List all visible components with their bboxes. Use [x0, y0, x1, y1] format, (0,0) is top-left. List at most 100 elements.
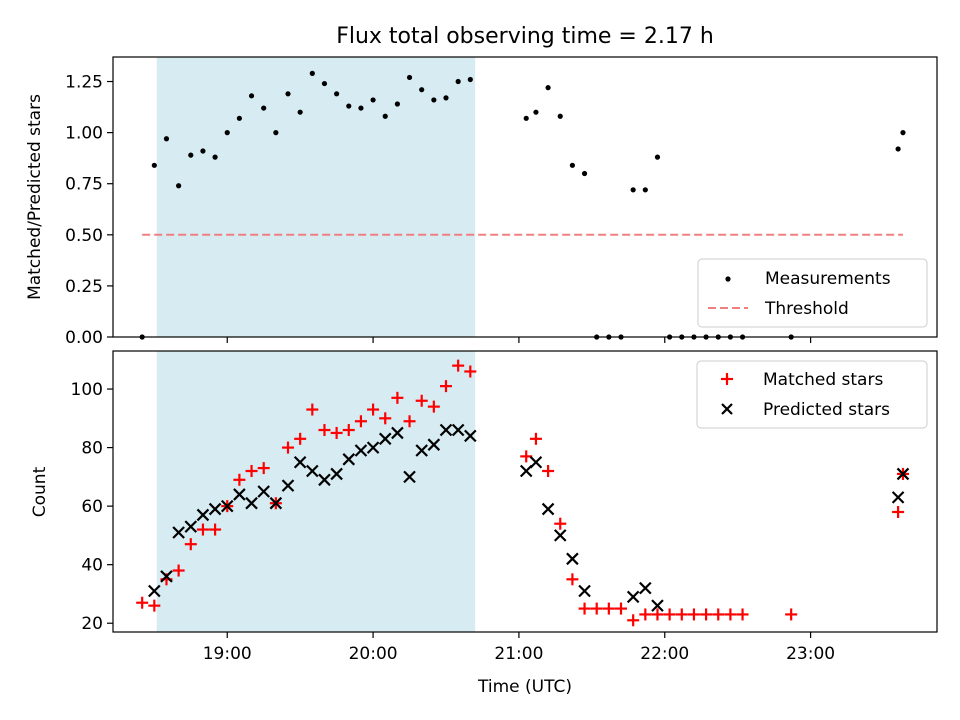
matched-star-point — [687, 608, 700, 621]
measurement-point — [285, 91, 291, 97]
predicted-star-point — [184, 520, 198, 533]
matched-star-point — [245, 465, 258, 478]
predicted-star-point — [519, 464, 533, 478]
matched-star-point — [415, 394, 428, 407]
legend-marker-matched — [721, 373, 733, 385]
matched-star-point — [306, 403, 319, 416]
measurement-point — [188, 152, 194, 158]
observing-window-shade-bottom — [156, 351, 476, 632]
measurement-point — [467, 76, 473, 83]
measurement-point — [654, 154, 661, 160]
y-tick-label: 0.50 — [65, 226, 103, 246]
predicted-star-point — [160, 570, 173, 583]
bottom-legend: Matched stars Predicted stars — [696, 360, 928, 429]
matched-star-point — [184, 538, 197, 551]
predicted-star-point — [626, 590, 640, 604]
predicted-star-point — [366, 441, 380, 454]
x-tick-label: 19:00 — [203, 644, 252, 664]
predicted-star-point — [378, 432, 392, 446]
matched-star-point — [578, 602, 591, 615]
bottom-x-ticks: 19:00 20:00 21:00 22:00 23:00 — [203, 632, 835, 664]
predicted-star-point — [651, 599, 664, 612]
y-tick-label: 1.25 — [65, 73, 103, 93]
matched-star-point — [257, 462, 270, 475]
y-tick-label: 1.00 — [65, 124, 103, 144]
measurement-point — [895, 146, 901, 152]
legend-box — [697, 258, 928, 328]
legend-label-predicted: Predicted stars — [763, 400, 890, 420]
measurement-point — [224, 130, 230, 136]
measurement-point — [557, 113, 563, 119]
predicted-star-point — [330, 467, 343, 481]
measurement-points — [139, 70, 906, 340]
chart-title: Flux total observing time = 2.17 h — [336, 24, 714, 49]
top-legend: Measurements Threshold — [697, 258, 928, 328]
x-tick-label: 21:00 — [494, 644, 543, 664]
predicted-star-point — [208, 502, 222, 516]
measurement-point — [419, 87, 425, 93]
legend-label-measurements: Measurements — [765, 269, 891, 289]
matched-star-point — [663, 608, 676, 621]
matched-star-point — [379, 412, 392, 425]
predicted-star-point — [306, 464, 319, 478]
measurement-point — [523, 115, 529, 121]
measurement-point — [176, 183, 182, 189]
legend-marker-predicted — [721, 403, 733, 415]
y-tick-label: 40 — [81, 556, 103, 576]
measurement-point — [358, 105, 364, 111]
measurement-point — [370, 97, 376, 103]
measurement-point — [200, 148, 206, 154]
measurement-point — [642, 187, 648, 193]
matched-star-point — [196, 523, 209, 536]
matched-star-point — [318, 424, 331, 437]
top-y-ticks: 0.00 0.25 0.50 0.75 1.00 1.25 — [65, 73, 113, 348]
predicted-star-point — [281, 479, 295, 492]
measurement-point — [346, 103, 352, 109]
predicted-star-point — [403, 470, 416, 484]
matched-star-point — [554, 517, 567, 530]
measurement-point — [212, 154, 218, 160]
measurement-point — [163, 136, 170, 142]
measurement-point — [334, 91, 340, 97]
matched-star-point — [354, 415, 367, 428]
top-panel: 0.00 0.25 0.50 0.75 1.00 1.25 Matched/Predict… — [25, 56, 938, 348]
predicted-star-point — [342, 453, 356, 466]
measurement-point — [297, 109, 303, 115]
predicted-star-point — [464, 429, 477, 443]
y-tick-label: 0.25 — [65, 277, 103, 297]
x-axis-label: Time (UTC) — [477, 677, 572, 697]
y-tick-label: 60 — [81, 497, 103, 517]
measurement-point — [533, 109, 539, 115]
matched-star-point — [440, 380, 453, 393]
x-tick-label: 22:00 — [640, 644, 689, 664]
matched-star-point — [785, 608, 798, 621]
matched-star-point — [700, 608, 713, 621]
matched-star-point — [627, 614, 640, 627]
predicted-star-point — [451, 423, 465, 437]
matched-star-point — [294, 432, 307, 445]
y-tick-label: 20 — [81, 614, 103, 634]
measurement-point — [261, 105, 267, 111]
y-tick-label: 0.75 — [65, 175, 103, 195]
measurement-point — [630, 187, 636, 193]
predicted-star-point — [566, 552, 579, 566]
observing-window-shade — [156, 57, 476, 337]
predicted-star-point — [529, 455, 543, 469]
top-plot-frame — [112, 56, 938, 338]
measurement-point — [443, 95, 449, 101]
matched-star-point — [602, 602, 615, 615]
predicted-star-point — [891, 491, 905, 504]
y-tick-label: 0.00 — [65, 328, 103, 348]
predicted-star-point — [318, 473, 331, 487]
matched-star-point — [427, 400, 440, 413]
measurement-point — [273, 130, 279, 136]
predicted-star-point — [427, 438, 441, 451]
predicted-star-point — [172, 526, 185, 539]
x-tick-label: 20:00 — [349, 644, 398, 664]
matched-star-point — [639, 608, 652, 621]
legend-label-threshold: Threshold — [764, 299, 849, 319]
matched-star-point — [464, 365, 477, 378]
matched-star-point — [675, 608, 688, 621]
matched-star-point — [590, 602, 603, 615]
matched-star-point — [148, 599, 161, 612]
